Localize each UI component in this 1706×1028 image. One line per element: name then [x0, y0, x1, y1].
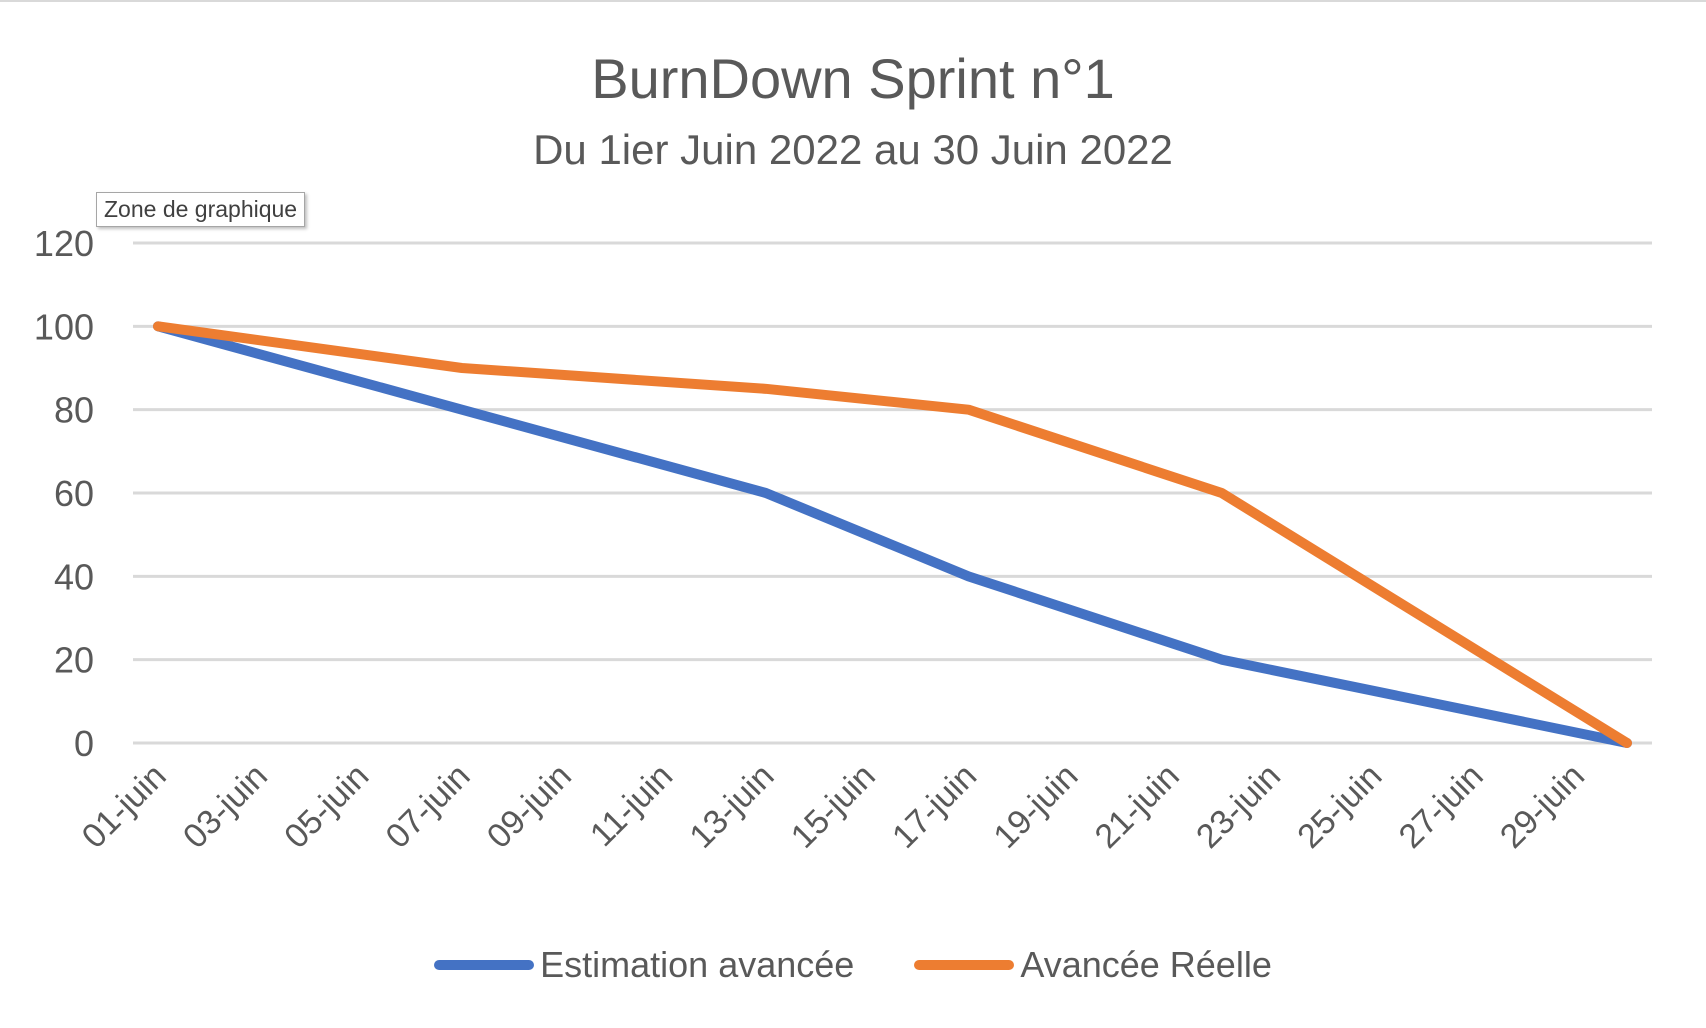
x-tick-label: 27-juin	[1392, 757, 1491, 856]
data-point	[765, 492, 767, 494]
data-point	[1221, 659, 1223, 661]
x-tick-label: 17-juin	[885, 757, 984, 856]
x-tick-label: 01-juin	[75, 757, 174, 856]
y-tick-label: 80	[54, 390, 94, 431]
data-point	[765, 388, 767, 390]
x-tick-label: 09-juin	[480, 757, 579, 856]
y-tick-label: 120	[34, 223, 94, 264]
chart-title: BurnDown Sprint n°1	[591, 47, 1115, 110]
legend-swatch-reelle	[914, 960, 1015, 970]
legend-swatch-estimation	[434, 960, 535, 970]
series-line-estimation[interactable]	[153, 321, 1632, 748]
legend-label-estimation: Estimation avancée	[540, 944, 855, 985]
data-point	[1626, 742, 1628, 744]
legend[interactable]: Estimation avancée Avancée Réelle	[0, 940, 1706, 990]
legend-item-estimation[interactable]: Estimation avancée	[434, 944, 854, 986]
legend-label-reelle: Avancée Réelle	[1020, 944, 1272, 985]
x-tick-label: 19-juin	[986, 757, 1085, 856]
chart-subtitle: Du 1ier Juin 2022 au 30 Juin 2022	[533, 126, 1173, 173]
x-tick-label: 15-juin	[784, 757, 883, 856]
y-tick-label: 60	[54, 473, 94, 514]
series-lines[interactable]	[153, 321, 1632, 748]
y-axis-tick-labels: 0 20 40 60 80 100 120	[34, 223, 94, 764]
data-point	[157, 325, 159, 327]
data-point	[967, 409, 969, 411]
data-point	[461, 367, 463, 369]
data-point	[461, 409, 463, 411]
y-tick-label: 40	[54, 556, 94, 597]
y-tick-label: 0	[74, 723, 94, 764]
x-axis-tick-labels: 01-juin 03-juin 05-juin 07-juin 09-juin 11-ju…	[75, 757, 1592, 856]
x-tick-label: 11-juin	[583, 757, 680, 854]
y-tick-label: 100	[34, 306, 94, 347]
x-tick-label: 29-juin	[1493, 757, 1592, 856]
data-point	[967, 575, 969, 577]
y-tick-label: 20	[54, 640, 94, 681]
chart-area-tooltip: Zone de graphique	[96, 192, 306, 227]
gridlines	[133, 241, 1652, 745]
x-tick-label: 23-juin	[1189, 757, 1288, 856]
x-tick-label: 25-juin	[1290, 757, 1389, 856]
x-tick-label: 05-juin	[277, 757, 376, 856]
x-tick-label: 03-juin	[176, 757, 275, 856]
series-line-reelle[interactable]	[153, 321, 1632, 748]
x-tick-label: 21-juin	[1088, 757, 1187, 856]
x-tick-label: 07-juin	[379, 757, 478, 856]
x-tick-label: 13-juin	[682, 757, 781, 856]
legend-item-reelle[interactable]: Avancée Réelle	[914, 944, 1272, 986]
data-point	[1221, 492, 1223, 494]
